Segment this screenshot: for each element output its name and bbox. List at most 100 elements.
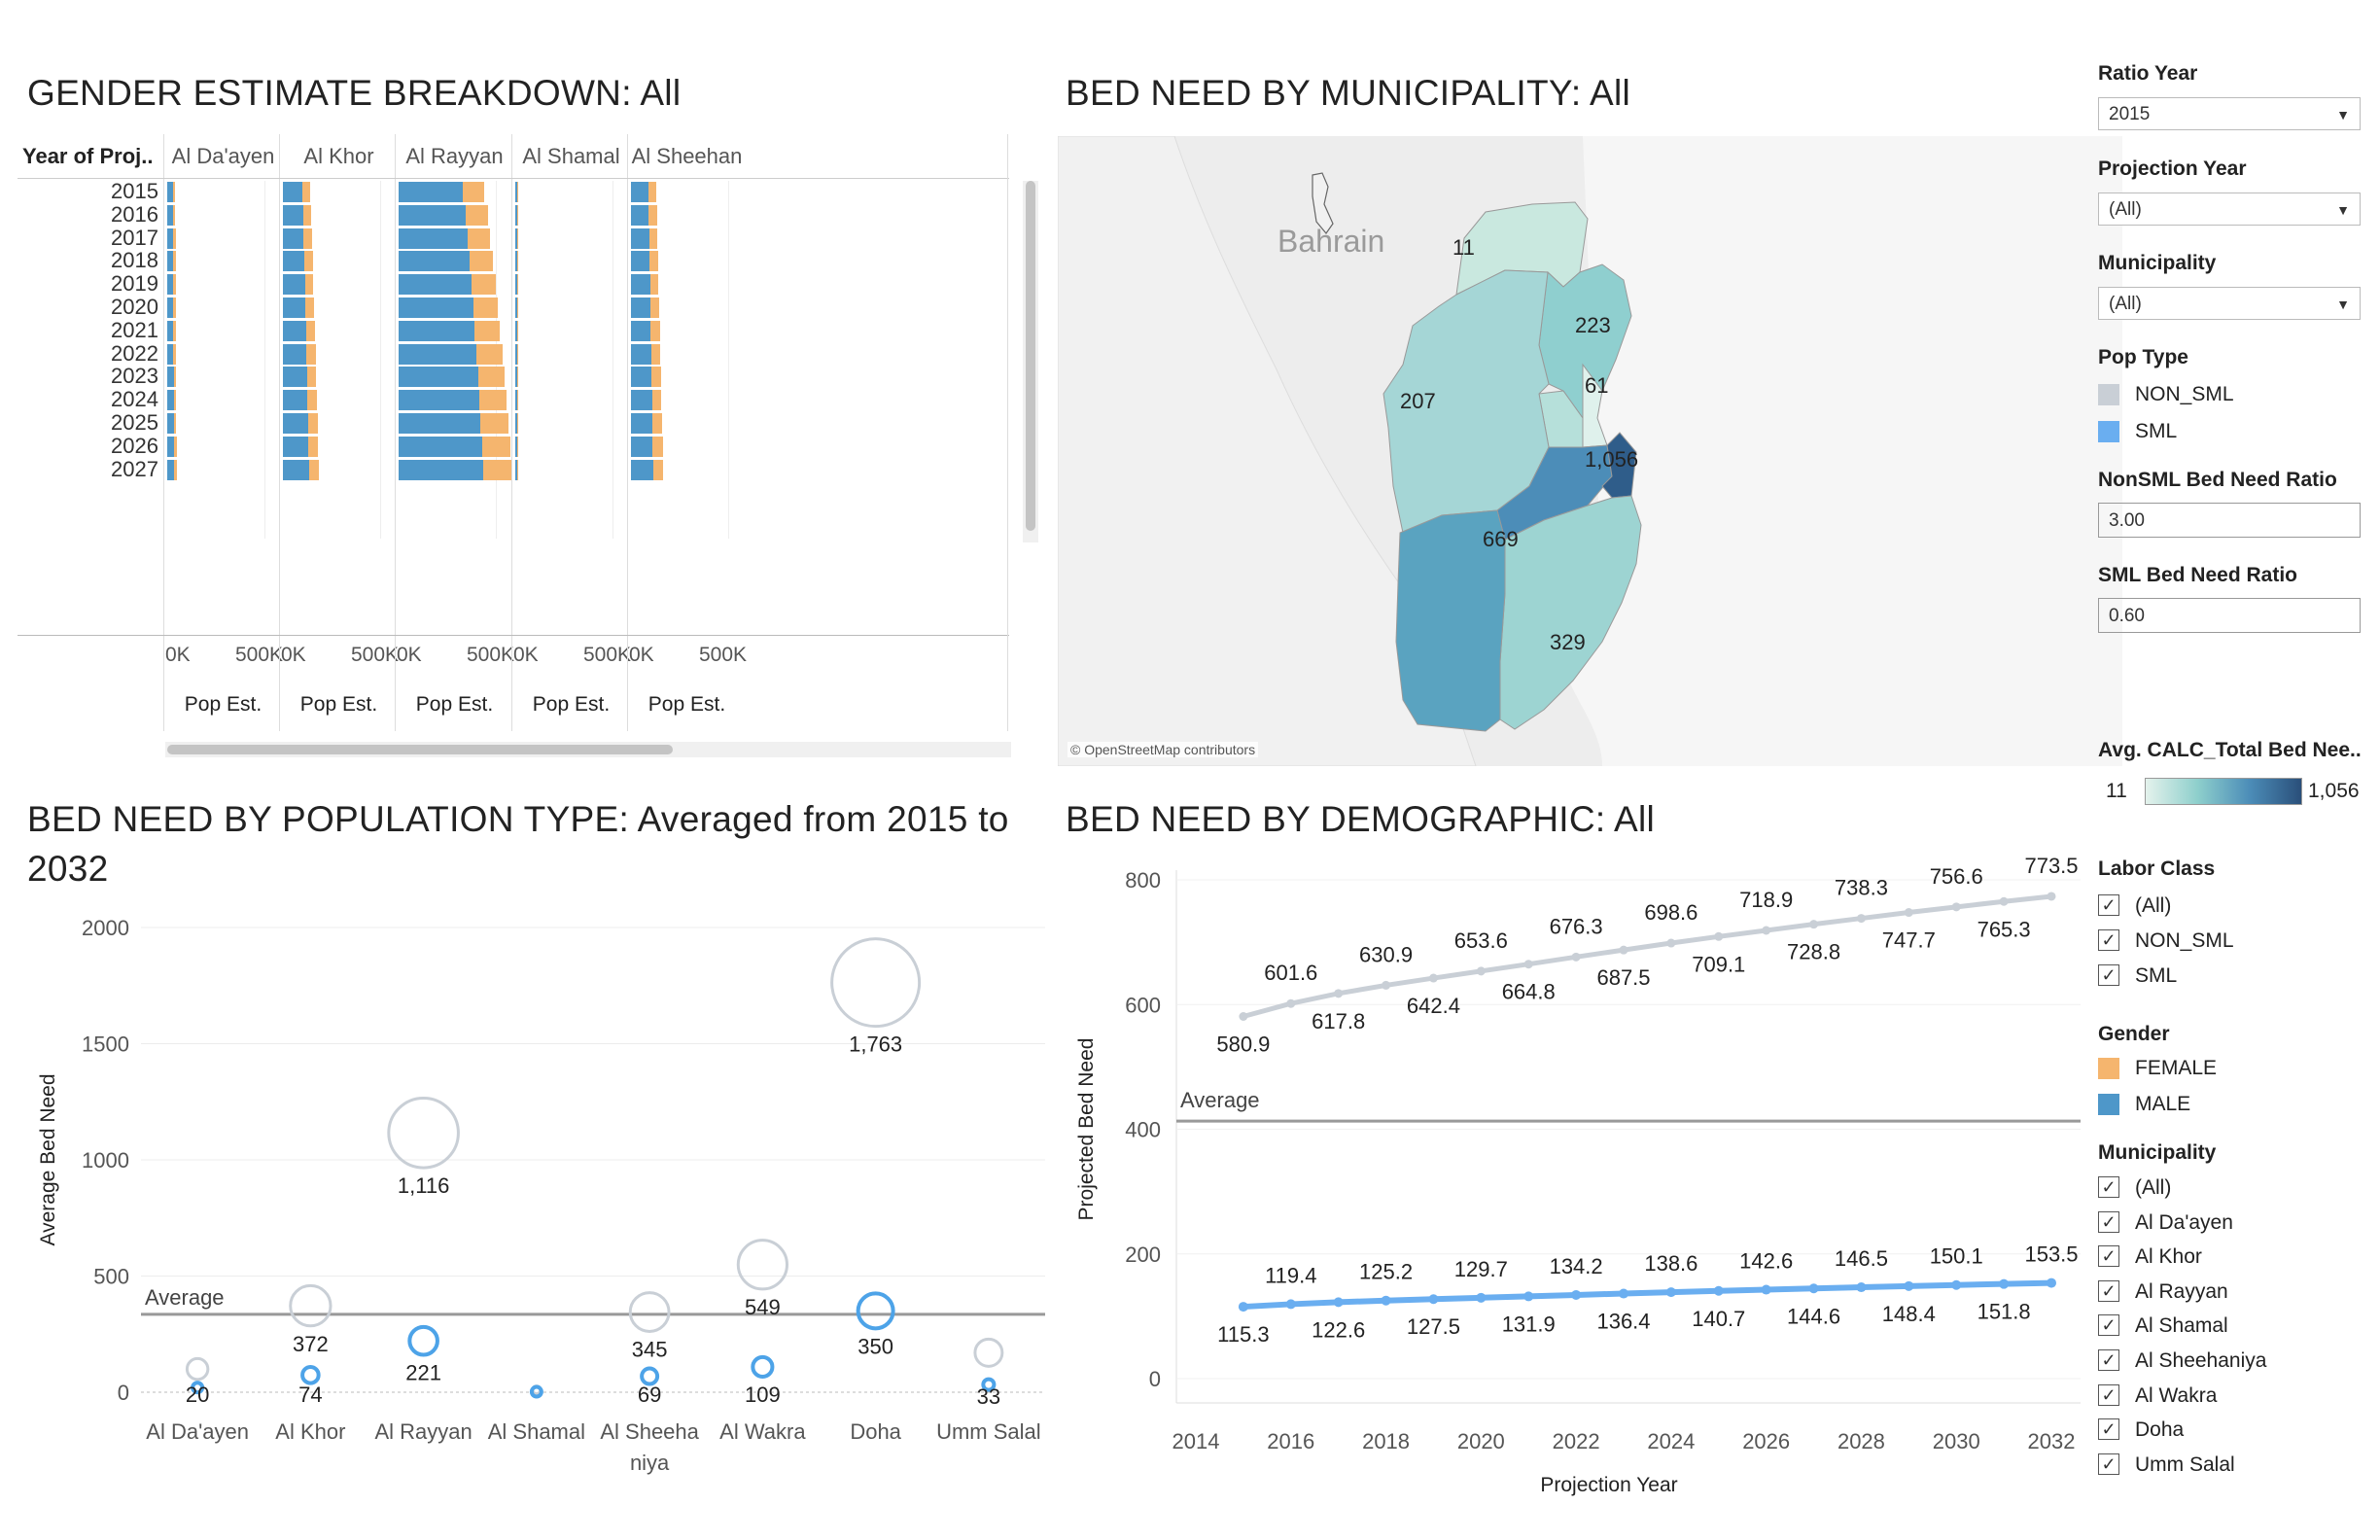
labor-class-checkbox[interactable]: ✓ SML [2098,962,2177,990]
non-sml-bubble[interactable] [387,1096,460,1170]
male-bar[interactable] [283,413,308,434]
vertical-scrollbar-thumb[interactable] [1026,181,1035,531]
municipality-checkbox[interactable]: ✓ (All) [2098,1174,2171,1202]
male-bar[interactable] [167,343,174,365]
female-bar[interactable] [483,459,512,480]
male-bar[interactable] [631,367,652,388]
male-bar[interactable] [283,274,305,296]
female-bar[interactable] [173,367,177,388]
female-bar[interactable] [173,251,176,272]
male-bar[interactable] [167,367,174,388]
male-bar[interactable] [631,274,650,296]
female-bar[interactable] [470,251,493,272]
male-bar[interactable] [515,251,517,272]
female-bar[interactable] [302,204,311,226]
male-bar[interactable] [631,436,653,457]
data-point[interactable] [1951,1279,1962,1290]
female-bar[interactable] [305,320,315,341]
male-bar[interactable] [515,343,517,365]
data-point[interactable] [1334,989,1344,998]
male-bar[interactable] [167,298,174,318]
municipality-checkbox[interactable]: ✓ Al Da'ayen [2098,1209,2233,1237]
non-sml-bubble[interactable] [973,1337,1004,1368]
male-bar[interactable] [167,436,174,457]
data-point[interactable] [1856,914,1866,924]
female-bar[interactable] [472,274,496,296]
data-point[interactable] [1808,1283,1819,1294]
male-bar[interactable] [167,390,174,411]
data-point[interactable] [1761,1284,1771,1295]
female-bar[interactable] [651,390,662,411]
female-bar[interactable] [173,274,176,296]
female-bar[interactable] [468,228,491,249]
male-bar[interactable] [631,228,649,249]
female-bar[interactable] [173,320,176,341]
horizontal-scrollbar[interactable] [165,742,1011,757]
female-bar[interactable] [173,298,176,318]
data-point[interactable] [1619,1288,1628,1299]
female-bar[interactable] [480,413,508,434]
sml-bubble[interactable] [981,1377,997,1392]
data-point[interactable] [2047,892,2056,901]
male-bar[interactable] [399,204,466,226]
male-bar[interactable] [283,367,307,388]
municipality-map[interactable]: Bahrain 11 223 61 207 1,056 669 329 © Op… [1058,136,2122,766]
male-bar[interactable] [399,251,470,272]
sml-series-line[interactable] [1242,1279,2052,1311]
female-bar[interactable] [652,459,664,480]
municipality-checkbox[interactable]: ✓ Al Khor [2098,1243,2202,1271]
data-point[interactable] [1762,926,1771,935]
female-bar[interactable] [516,390,518,411]
female-bar[interactable] [173,436,177,457]
municipality-checkbox[interactable]: ✓ Al Wakra [2098,1382,2217,1410]
male-bar[interactable] [515,274,517,296]
male-bar[interactable] [283,298,306,318]
data-point[interactable] [1523,960,1533,969]
sml-bubble[interactable] [300,1365,321,1385]
male-bar[interactable] [515,436,517,457]
female-bar[interactable] [173,228,176,249]
data-point[interactable] [1382,980,1391,990]
male-bar[interactable] [631,182,648,202]
map-attribution[interactable]: © OpenStreetMap contributors [1068,742,1259,757]
female-bar[interactable] [304,274,314,296]
male-bar[interactable] [399,298,473,318]
municipality-checkbox[interactable]: ✓ Umm Salal [2098,1452,2235,1479]
female-bar[interactable] [463,182,484,202]
data-point[interactable] [2047,1278,2056,1288]
female-bar[interactable] [516,320,518,341]
male-bar[interactable] [399,390,479,411]
data-point[interactable] [1665,1287,1676,1298]
sml-bubble[interactable] [191,1381,205,1395]
female-bar[interactable] [650,343,661,365]
male-bar[interactable] [167,228,174,249]
non-sml-bubble[interactable] [185,1356,210,1382]
male-bar[interactable] [631,343,651,365]
male-bar[interactable] [515,413,517,434]
female-bar[interactable] [303,228,312,249]
female-bar[interactable] [650,320,660,341]
male-bar[interactable] [167,320,174,341]
female-bar[interactable] [652,413,662,434]
male-bar[interactable] [283,459,309,480]
female-bar[interactable] [516,274,518,296]
data-point[interactable] [1476,1292,1487,1303]
male-bar[interactable] [399,343,476,365]
municipality-dropdown[interactable]: (All) ▼ [2098,287,2361,320]
male-bar[interactable] [283,251,304,272]
data-point[interactable] [1619,945,1628,955]
non-sml-bubble[interactable] [628,1291,671,1333]
data-point[interactable] [1428,1294,1439,1305]
data-point[interactable] [1904,908,1913,918]
male-bar[interactable] [283,204,303,226]
male-bar[interactable] [631,251,650,272]
data-point[interactable] [1713,1285,1724,1296]
legend-item-male[interactable]: MALE [2098,1091,2190,1118]
nonsml-ratio-input[interactable]: 3.00 [2098,503,2361,538]
female-bar[interactable] [648,228,658,249]
female-bar[interactable] [516,367,518,388]
female-bar[interactable] [516,343,518,365]
female-bar[interactable] [477,367,505,388]
non-sml-bubble[interactable] [830,937,922,1029]
municipality-checkbox[interactable]: ✓ Al Shamal [2098,1312,2228,1340]
